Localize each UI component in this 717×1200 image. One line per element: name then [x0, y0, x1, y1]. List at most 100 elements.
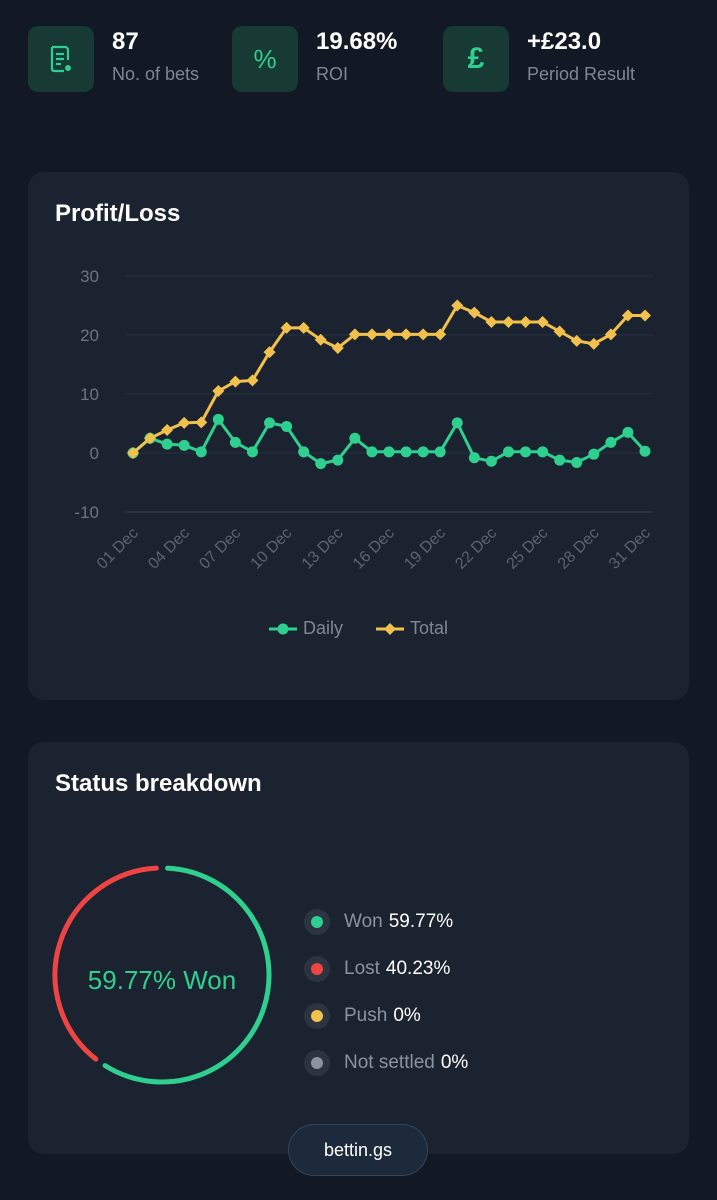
- x-axis-ticks: 01 Dec 04 Dec 07 Dec 10 Dec 13 Dec 16 Dec 19 D…: [94, 525, 654, 573]
- point-total[interactable]: [434, 328, 447, 341]
- point-daily[interactable]: [229, 436, 241, 448]
- donut-arc-won: [102, 865, 272, 1085]
- legend-daily-label: Daily: [302, 618, 343, 638]
- point-total[interactable]: [536, 316, 549, 329]
- point-total[interactable]: [178, 416, 191, 429]
- point-total[interactable]: [621, 309, 634, 322]
- point-daily[interactable]: [605, 436, 617, 448]
- status-item-push: Push 0%: [304, 992, 468, 1039]
- x-tick-label: 22 Dec: [452, 525, 500, 573]
- status-value-lost: 40.23%: [385, 957, 451, 979]
- roi-value: 19.68%: [316, 28, 398, 55]
- status-breakdown-title: Status breakdown: [55, 770, 262, 797]
- x-tick-label: 07 Dec: [196, 525, 244, 573]
- point-daily[interactable]: [502, 446, 514, 458]
- point-total[interactable]: [400, 328, 413, 341]
- point-total[interactable]: [519, 316, 532, 329]
- point-daily[interactable]: [537, 446, 549, 458]
- point-total[interactable]: [365, 328, 378, 341]
- point-total[interactable]: [348, 328, 361, 341]
- point-total[interactable]: [383, 328, 395, 341]
- legend-total-marker: [376, 622, 404, 635]
- series-line-total: [132, 304, 645, 455]
- period-result-value: +£23.0: [527, 28, 602, 55]
- point-daily[interactable]: [434, 446, 446, 458]
- point-daily[interactable]: [332, 454, 344, 466]
- point-daily[interactable]: [212, 413, 224, 425]
- point-daily[interactable]: [400, 446, 412, 458]
- x-tick-label: 01 Dec: [94, 525, 142, 573]
- legend-daily[interactable]: Daily: [268, 618, 343, 639]
- point-total[interactable]: [553, 325, 566, 338]
- point-total[interactable]: [297, 321, 310, 334]
- point-total[interactable]: [212, 385, 225, 398]
- point-total[interactable]: [639, 309, 651, 322]
- chart-legend: Daily Total: [28, 618, 689, 641]
- point-daily[interactable]: [588, 448, 600, 460]
- donut-arc-lost: [52, 865, 159, 1062]
- series-layer: [127, 299, 651, 470]
- not-settled-dot-icon: [304, 1049, 330, 1076]
- point-total[interactable]: [604, 328, 617, 341]
- point-daily[interactable]: [451, 417, 463, 429]
- point-total[interactable]: [451, 299, 464, 312]
- point-total[interactable]: [331, 341, 344, 354]
- point-daily[interactable]: [485, 455, 497, 467]
- x-tick-label: 31 Dec: [606, 525, 654, 573]
- profit-loss-chart: 30 20 10 0 -10 01 Dec 04 Dec 07 Dec 10 Dec 13 De…: [74, 267, 654, 573]
- point-daily[interactable]: [417, 446, 429, 458]
- receipt-icon: [28, 26, 94, 92]
- y-tick-label: 10: [80, 385, 99, 404]
- point-daily[interactable]: [246, 446, 258, 458]
- point-total[interactable]: [587, 337, 600, 350]
- point-total[interactable]: [314, 333, 327, 346]
- point-total[interactable]: [468, 306, 481, 319]
- point-total[interactable]: [263, 346, 276, 359]
- status-legend: Won 59.77% Lost 40.23% Push 0% Not settl…: [304, 898, 468, 1086]
- point-total[interactable]: [229, 375, 242, 388]
- point-total[interactable]: [195, 416, 208, 429]
- profit-loss-card: Profit/Loss 30 20 10 0 -10 01 Dec 04 Dec 07 De…: [28, 172, 689, 700]
- bets-label: No. of bets: [112, 64, 200, 84]
- point-daily[interactable]: [571, 456, 583, 468]
- point-daily[interactable]: [315, 458, 327, 470]
- status-breakdown-card: Status breakdown 59.77% Won Won 59.77% L…: [28, 742, 689, 1154]
- point-daily[interactable]: [554, 454, 566, 466]
- profit-loss-title: Profit/Loss: [55, 200, 181, 227]
- status-item-not-settled: Not settled 0%: [304, 1039, 468, 1086]
- point-total[interactable]: [570, 334, 583, 347]
- status-name-push: Push: [344, 1004, 388, 1026]
- point-total[interactable]: [280, 321, 293, 334]
- status-name-won: Won: [344, 910, 383, 932]
- point-daily[interactable]: [195, 446, 207, 458]
- point-total[interactable]: [161, 423, 174, 436]
- y-tick-label: -10: [74, 503, 99, 522]
- point-total[interactable]: [485, 316, 498, 329]
- y-tick-label: 0: [90, 444, 99, 463]
- point-daily[interactable]: [264, 417, 276, 429]
- point-daily[interactable]: [281, 420, 293, 432]
- point-daily[interactable]: [639, 445, 651, 457]
- status-value-push: 0%: [393, 1004, 421, 1026]
- point-daily[interactable]: [349, 432, 361, 444]
- point-daily[interactable]: [622, 426, 634, 438]
- point-daily[interactable]: [468, 452, 480, 464]
- point-daily[interactable]: [366, 446, 378, 458]
- point-daily[interactable]: [161, 438, 173, 450]
- y-tick-label: 20: [80, 326, 99, 345]
- legend-total[interactable]: Total: [376, 618, 448, 639]
- point-total[interactable]: [144, 432, 157, 445]
- y-axis-ticks: 30 20 10 0 -10: [74, 267, 99, 522]
- point-daily[interactable]: [298, 446, 310, 458]
- period-result-label: Period Result: [527, 64, 636, 84]
- point-total[interactable]: [246, 374, 259, 387]
- roi-label: ROI: [316, 64, 349, 84]
- point-total[interactable]: [417, 328, 430, 341]
- point-daily[interactable]: [383, 446, 395, 458]
- point-daily[interactable]: [178, 439, 190, 451]
- point-daily[interactable]: [520, 446, 532, 458]
- legend-daily-marker: [268, 623, 297, 634]
- point-total[interactable]: [502, 316, 515, 329]
- point-total[interactable]: [127, 447, 139, 459]
- brand-link-button[interactable]: bettin.gs: [288, 1124, 428, 1176]
